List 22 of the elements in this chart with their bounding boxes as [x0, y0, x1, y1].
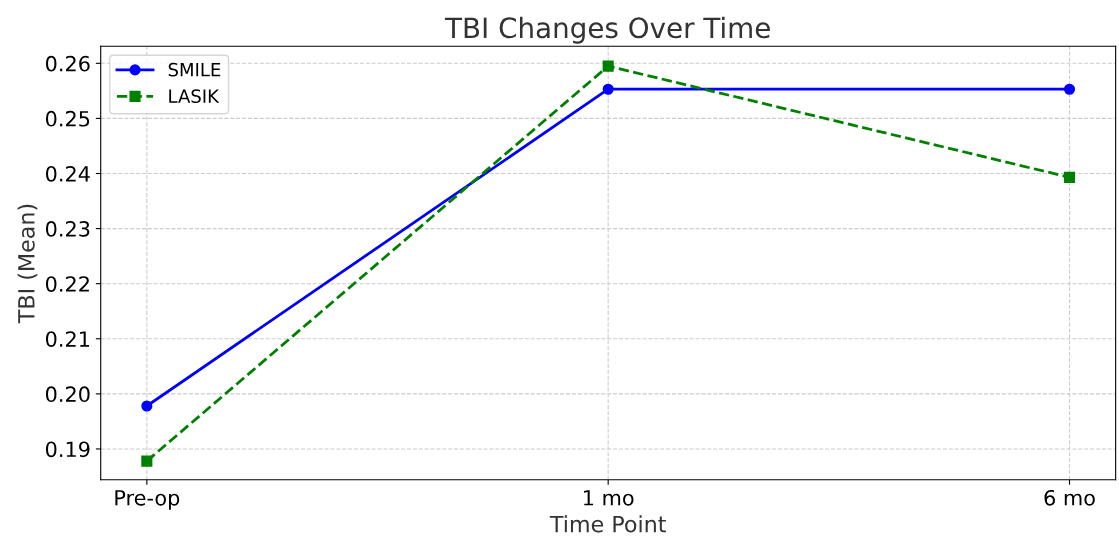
y-tick-label: 0.24	[45, 165, 90, 182]
y-tick-label: 0.20	[45, 386, 90, 403]
x-tick-label: Pre-op	[115, 490, 180, 510]
point	[602, 60, 614, 72]
x-tick-label: 1 mo	[584, 490, 634, 506]
x-tick-label: 6 mo	[1044, 489, 1095, 506]
y-tick-label: 0.19	[45, 441, 90, 458]
x-axis-title: Time Point	[549, 515, 666, 533]
y-tick-label: 0.23	[45, 221, 90, 237]
point	[602, 83, 614, 95]
y-tick-label: 0.25	[45, 110, 90, 127]
y-tick-label: 0.21	[45, 331, 90, 347]
legend-label: LASIK	[169, 89, 220, 103]
point	[1063, 171, 1076, 183]
point	[141, 400, 153, 412]
legend-label: SMILE	[168, 62, 221, 77]
y-tick-label: 0.22	[45, 276, 89, 292]
chart-title: TBI Changes Over Time	[444, 16, 770, 44]
point	[141, 455, 153, 467]
y-tick-label: 0.26	[45, 55, 90, 72]
point	[1063, 83, 1076, 95]
y-axis-title: TBI (Mean)	[17, 204, 38, 324]
